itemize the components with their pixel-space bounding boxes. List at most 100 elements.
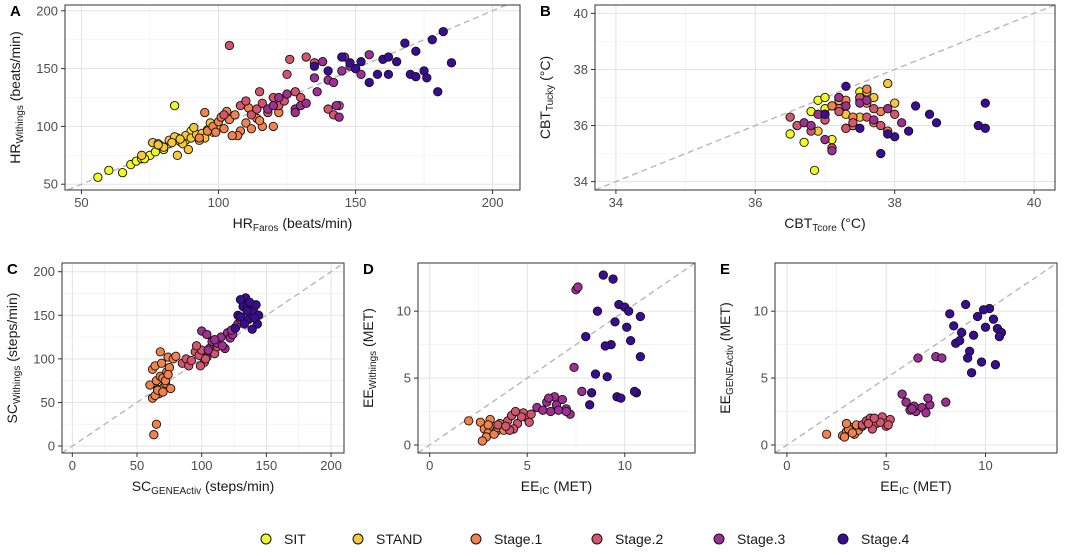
x-tick-label: 150 (256, 458, 278, 473)
y-tick-label: 10 (754, 304, 768, 319)
y-axis-title-unit: (steps/min) (4, 293, 20, 366)
data-point-stage-4 (592, 306, 603, 316)
data-point-stage-3 (312, 87, 322, 97)
data-point-stage-4 (309, 61, 320, 71)
data-point-stage-3 (538, 405, 548, 415)
data-point-stage-3 (573, 282, 583, 292)
data-point-stage-2 (516, 412, 527, 422)
panel-border (594, 4, 1056, 191)
x-axis-title-subscript: IC (899, 486, 909, 497)
y-tick-label: 5 (761, 371, 768, 386)
data-point-stage-4 (635, 311, 646, 322)
data-point-stage-4 (356, 57, 366, 67)
legend-swatch (260, 533, 272, 545)
data-point-stage-1 (821, 429, 832, 439)
data-point-stage-4 (433, 87, 443, 97)
data-point-stage-2 (876, 120, 886, 131)
data-point-stage-1 (841, 418, 852, 429)
data-point-stand (137, 150, 147, 160)
legend-label: Stage.1 (494, 531, 542, 547)
data-point-stage-4 (972, 311, 983, 322)
data-point-stage-3 (827, 146, 837, 156)
data-point-stage-3 (334, 112, 344, 122)
data-point-stage-4 (230, 323, 240, 334)
data-point-stage-1 (230, 110, 240, 120)
data-point-stage-4 (955, 335, 965, 346)
data-point-stage-3 (569, 362, 579, 373)
y-axis-title: CBTTucky (°C) (537, 56, 556, 139)
data-point-stage-3 (544, 393, 554, 403)
data-point-stage-4 (876, 148, 886, 159)
panel-border (417, 262, 696, 454)
x-axis-title: EEIC (MET) (521, 478, 592, 497)
y-axis-title-main: HR (7, 144, 23, 164)
y-axis-title: EEWithings (MET) (360, 308, 379, 408)
data-point-stage-4 (610, 317, 620, 327)
panel-border (61, 262, 345, 454)
data-point-stage-1 (483, 420, 493, 430)
data-point-stage-4 (625, 335, 636, 346)
data-point-stand (883, 78, 893, 89)
data-point-stage-1 (171, 351, 181, 361)
data-point-stage-4 (586, 388, 597, 398)
data-point-stage-3 (217, 341, 228, 351)
data-point-stage-3 (356, 69, 366, 80)
data-point-stage-3 (834, 92, 844, 103)
data-point-sit (117, 168, 128, 178)
data-point-stand (189, 122, 199, 133)
x-tick-label: 34 (609, 195, 623, 210)
data-point-stage-2 (195, 361, 206, 371)
y-axis-title-unit: (MET) (717, 302, 733, 345)
y-axis-title-subscript: GENEActiv (725, 345, 736, 395)
data-point-stand (167, 137, 177, 148)
data-point-stage-3 (937, 353, 947, 363)
x-tick-label: 0 (426, 458, 433, 473)
x-axis-title-unit: (beats/min) (278, 215, 352, 231)
data-point-stage-3 (203, 345, 213, 355)
data-point-stage-4 (841, 81, 851, 91)
data-point-stage-2 (869, 413, 879, 423)
data-point-stage-4 (968, 330, 979, 340)
data-point-stage-4 (980, 123, 990, 133)
data-point-stage-4 (244, 297, 255, 307)
data-point-stage-3 (820, 134, 830, 145)
data-point-stage-3 (806, 120, 816, 131)
data-point-stand (153, 140, 163, 150)
x-tick-label: 36 (748, 195, 762, 210)
x-tick-label: 200 (320, 458, 342, 473)
data-point-stage-2 (863, 418, 873, 429)
x-axis-title-main: HR (233, 215, 253, 231)
data-point-stage-4 (323, 66, 333, 76)
legend-swatch (713, 533, 725, 545)
data-point-stage-3 (309, 73, 320, 83)
data-point-stage-4 (624, 306, 634, 316)
data-point-stage-2 (526, 409, 536, 419)
data-point-stage-4 (635, 352, 646, 362)
y-axis-title: SCWithings (steps/min) (4, 293, 23, 424)
data-point-stage-4 (427, 35, 437, 45)
data-point-stage-4 (990, 360, 1001, 370)
data-point-stage-2 (200, 354, 211, 364)
x-axis-title-subscript: IC (539, 486, 549, 497)
data-point-stage-4 (345, 58, 355, 68)
panel-letter: A (10, 3, 21, 20)
data-point-stage-3 (921, 408, 931, 418)
data-point-stage-4 (598, 270, 608, 280)
data-point-stage-2 (301, 52, 311, 62)
y-axis-title-main: EE (717, 395, 733, 414)
data-point-stage-3 (913, 353, 923, 363)
x-axis-title-unit: (steps/min) (201, 478, 274, 494)
x-axis-title-main: EE (521, 478, 540, 494)
y-tick-label: 100 (33, 351, 55, 366)
data-point-stage-4 (966, 368, 977, 378)
data-point-sit (799, 137, 809, 147)
data-point-sit (169, 100, 180, 111)
x-tick-label: 5 (524, 458, 531, 473)
data-point-stage-1 (200, 107, 210, 118)
data-point-stage-4 (383, 69, 394, 80)
y-tick-label: 40 (574, 6, 588, 21)
data-point-stage-4 (629, 386, 640, 397)
